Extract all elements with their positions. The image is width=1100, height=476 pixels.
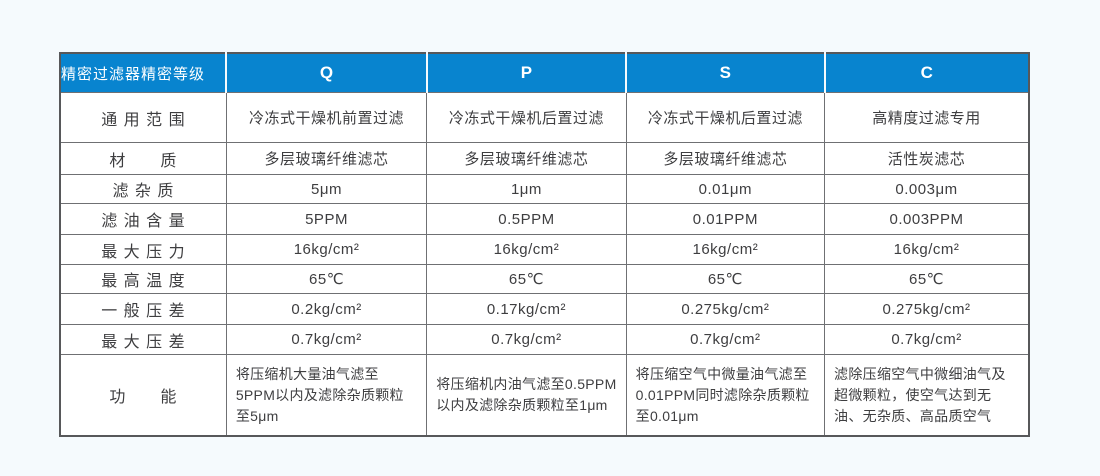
spec-cell: 65℃ (225, 264, 428, 294)
spec-cell: 高精度过滤专用 (824, 92, 1030, 143)
row-particle-filtration: 滤 杂 质 5μm 1μm 0.01μm 0.003μm (59, 174, 1030, 204)
row-universal-range: 通 用 范 围 冷冻式干燥机前置过滤 冷冻式干燥机后置过滤 冷冻式干燥机后置过滤… (59, 92, 1030, 143)
row-label: 通 用 范 围 (59, 92, 227, 143)
spec-cell: 0.7kg/cm² (225, 324, 428, 355)
spec-cell: 0.01μm (625, 174, 826, 204)
header-row: 精密过滤器精密等级 Q P S C (60, 53, 1029, 93)
spec-cell: 多层玻璃纤维滤芯 (625, 142, 826, 175)
spec-cell: 65℃ (625, 264, 826, 294)
row-label: 最 高 温 度 (59, 264, 227, 294)
row-label: 一 般 压 差 (59, 293, 227, 325)
spec-cell: 将压缩机内油气滤至0.5PPM以内及滤除杂质颗粒至1μm (426, 354, 627, 437)
row-label: 最 大 压 差 (59, 324, 227, 355)
spec-cell: 0.7kg/cm² (824, 324, 1030, 355)
spec-cell: 65℃ (426, 264, 627, 294)
spec-cell: 活性炭滤芯 (824, 142, 1030, 175)
spec-cell: 将压缩机大量油气滤至5PPM以内及滤除杂质颗粒至5μm (225, 354, 428, 437)
row-label: 功 能 (59, 354, 227, 437)
row-normal-pressure-diff: 一 般 压 差 0.2kg/cm² 0.17kg/cm² 0.275kg/cm²… (59, 293, 1030, 325)
column-header-s: S (625, 53, 825, 93)
row-max-temperature: 最 高 温 度 65℃ 65℃ 65℃ 65℃ (59, 264, 1030, 294)
spec-cell: 冷冻式干燥机后置过滤 (426, 92, 627, 143)
spec-cell: 16kg/cm² (225, 234, 428, 265)
row-max-pressure-diff: 最 大 压 差 0.7kg/cm² 0.7kg/cm² 0.7kg/cm² 0.… (59, 324, 1030, 355)
filter-spec-table-container: 精密过滤器精密等级 Q P S C 通 用 范 围 冷冻式干燥机前置过滤 冷冻式… (59, 52, 1030, 437)
spec-cell: 5PPM (225, 203, 428, 235)
spec-cell: 0.003μm (824, 174, 1030, 204)
header-corner-label: 精密过滤器精密等级 (60, 53, 227, 93)
spec-cell: 滤除压缩空气中微细油气及超微颗粒，使空气达到无油、无杂质、高品质空气 (824, 354, 1030, 437)
spec-cell: 多层玻璃纤维滤芯 (225, 142, 428, 175)
spec-cell: 5μm (225, 174, 428, 204)
row-label: 最 大 压 力 (59, 234, 227, 265)
spec-cell: 0.003PPM (824, 203, 1030, 235)
spec-cell: 0.2kg/cm² (225, 293, 428, 325)
row-label: 材 质 (59, 142, 227, 175)
row-label: 滤 油 含 量 (59, 203, 227, 235)
table-header: 精密过滤器精密等级 Q P S C (60, 53, 1029, 93)
spec-cell: 0.275kg/cm² (824, 293, 1030, 325)
row-function: 功 能 将压缩机大量油气滤至5PPM以内及滤除杂质颗粒至5μm 将压缩机内油气滤… (59, 354, 1030, 437)
spec-cell: 0.7kg/cm² (426, 324, 627, 355)
spec-cell: 16kg/cm² (625, 234, 826, 265)
column-header-c: C (823, 53, 1029, 93)
spec-cell: 0.5PPM (426, 203, 627, 235)
column-header-q: Q (225, 53, 427, 93)
spec-cell: 多层玻璃纤维滤芯 (426, 142, 627, 175)
row-material: 材 质 多层玻璃纤维滤芯 多层玻璃纤维滤芯 多层玻璃纤维滤芯 活性炭滤芯 (59, 142, 1030, 175)
spec-cell: 0.17kg/cm² (426, 293, 627, 325)
row-oil-content: 滤 油 含 量 5PPM 0.5PPM 0.01PPM 0.003PPM (59, 203, 1030, 235)
table-body: 通 用 范 围 冷冻式干燥机前置过滤 冷冻式干燥机后置过滤 冷冻式干燥机后置过滤… (59, 92, 1030, 437)
spec-cell: 16kg/cm² (426, 234, 627, 265)
spec-cell: 65℃ (824, 264, 1030, 294)
spec-cell: 1μm (426, 174, 627, 204)
column-header-p: P (425, 53, 627, 93)
row-max-pressure: 最 大 压 力 16kg/cm² 16kg/cm² 16kg/cm² 16kg/… (59, 234, 1030, 265)
spec-cell: 0.01PPM (625, 203, 826, 235)
row-label: 滤 杂 质 (59, 174, 227, 204)
spec-cell: 0.275kg/cm² (625, 293, 826, 325)
spec-cell: 冷冻式干燥机后置过滤 (625, 92, 826, 143)
spec-cell: 0.7kg/cm² (625, 324, 826, 355)
filter-spec-table: 精密过滤器精密等级 Q P S C 通 用 范 围 冷冻式干燥机前置过滤 冷冻式… (59, 52, 1030, 437)
spec-cell: 冷冻式干燥机前置过滤 (225, 92, 428, 143)
spec-cell: 16kg/cm² (824, 234, 1030, 265)
spec-cell: 将压缩空气中微量油气滤至0.01PPM同时滤除杂质颗粒至0.01μm (625, 354, 826, 437)
